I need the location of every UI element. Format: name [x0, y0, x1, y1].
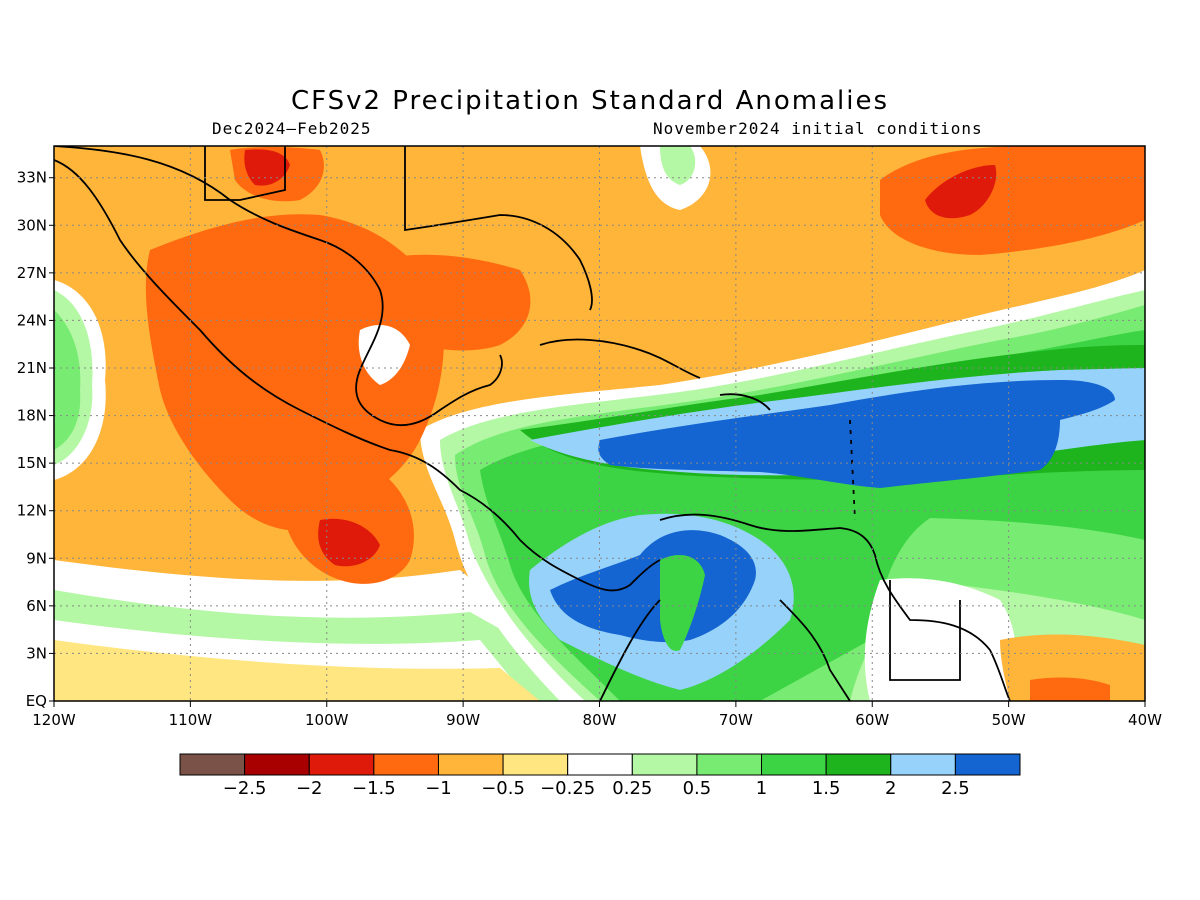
anomaly-field: [54, 146, 1145, 701]
colorbar-label: −0.25: [540, 778, 595, 799]
colorbar-swatch: [954, 753, 1021, 776]
colorbar-label: 0.5: [683, 778, 712, 799]
coastlines: [54, 146, 1011, 701]
lat-tick-label: 15N: [17, 454, 47, 472]
dry-mid-patch-gulf: [376, 254, 531, 351]
wet-light-patch-atlantic: [660, 146, 696, 185]
colorbar-swatch: [631, 753, 698, 776]
lon-tick-label: 100W: [305, 711, 349, 729]
dry-mid-region-mexico: [145, 214, 444, 531]
lat-tick-label: 18N: [17, 407, 47, 425]
hispaniola-outline: [719, 393, 771, 411]
dry-dark-patch-atlantic: [925, 165, 997, 219]
lat-tick-label: 12N: [17, 502, 47, 520]
lon-tick-label: 60W: [855, 711, 889, 729]
lat-tick-label: 27N: [17, 264, 47, 282]
lon-tick-label: 70W: [719, 711, 753, 729]
dry-mid-patch-pacific: [284, 456, 414, 584]
south-america-coastline: [659, 513, 1011, 701]
colorbar-swatch: [696, 753, 763, 776]
colorbar-swatch: [373, 753, 439, 776]
map-title: CFSv2 Precipitation Standard Anomalies: [290, 86, 890, 116]
lon-tick-label: 110W: [169, 711, 213, 729]
dry-dark-patch-pacific: [318, 518, 380, 567]
colorbar-swatch: [179, 753, 246, 776]
colorbar-swatch: [244, 753, 310, 776]
dry-light-band-south: [54, 640, 540, 701]
lon-tick-label: 80W: [583, 711, 617, 729]
colorbar-label: −2.5: [223, 778, 267, 799]
us-gulf-coast: [404, 146, 593, 311]
lat-tick-label: 6N: [26, 597, 47, 615]
colorbar-label: −2: [296, 778, 323, 799]
pacific-coastline: [54, 159, 661, 592]
neutral-patch-gulf: [358, 325, 410, 385]
lat-tick-label: 30N: [17, 216, 47, 234]
lat-tick-label: EQ: [26, 692, 47, 710]
colorbar-label: −1.5: [352, 778, 396, 799]
longitude-axis: 120W 110W 100W 90W 80W 70W 60W 50W 40W: [32, 701, 1162, 729]
colorbar-swatch: [308, 753, 375, 776]
lat-tick-label: 3N: [26, 644, 47, 662]
cuba-outline: [539, 338, 701, 379]
colorbar-swatch: [761, 753, 827, 776]
wet-patch-west: [54, 310, 81, 450]
colombia-border: [599, 599, 661, 701]
initial-conditions-label: November2024 initial conditions: [653, 119, 983, 138]
lat-tick-label: 9N: [26, 549, 47, 567]
lesser-antilles: [849, 419, 856, 521]
wet-mid-patch-colombia: [660, 555, 705, 651]
colorbar-swatch: [567, 753, 633, 776]
lat-tick-label: 24N: [17, 311, 47, 329]
colorbar-swatch: [502, 753, 569, 776]
wet-blue-core-caribbean: [598, 380, 1115, 488]
colorbar-label: −1: [425, 778, 452, 799]
dry-dark-patch-north: [244, 149, 290, 186]
colorbar-label: 2: [885, 778, 896, 799]
colorbar-label: 2.5: [941, 778, 970, 799]
latitude-axis: EQ 3N 6N 9N 12N 15N 18N 21N 24N 27N 30N 33N: [17, 169, 54, 710]
colorbar-swatch: [890, 753, 956, 776]
colorbar-swatch: [437, 753, 504, 776]
lon-tick-label: 90W: [446, 711, 480, 729]
period-label: Dec2024–Feb2025: [212, 119, 372, 138]
colorbar-label: 1.5: [812, 778, 841, 799]
colorbar-swatch: [825, 753, 892, 776]
dry-mid-patch-atlantic: [880, 146, 1145, 255]
lat-tick-label: 21N: [17, 359, 47, 377]
lon-tick-label: 50W: [992, 711, 1026, 729]
colorbar-label: 0.25: [612, 778, 652, 799]
venezuela-border: [779, 599, 851, 701]
guiana-borders: [889, 580, 961, 681]
us-mexico-border: [204, 146, 286, 201]
colorbar-label: −0.5: [481, 778, 525, 799]
colorbar-label: 1: [756, 778, 767, 799]
gridlines: [54, 146, 1145, 701]
lon-tick-label: 120W: [32, 711, 76, 729]
colorbar: −2.5 −2 −1.5 −1 −0.5 −0.25 0.25 0.5 1 1.5 2 2.5: [179, 753, 1021, 799]
dry-mid-patch-brazil: [1030, 677, 1110, 701]
lon-tick-label: 40W: [1128, 711, 1162, 729]
lat-tick-label: 33N: [17, 169, 47, 187]
wet-blue-core-colombia: [550, 530, 756, 643]
